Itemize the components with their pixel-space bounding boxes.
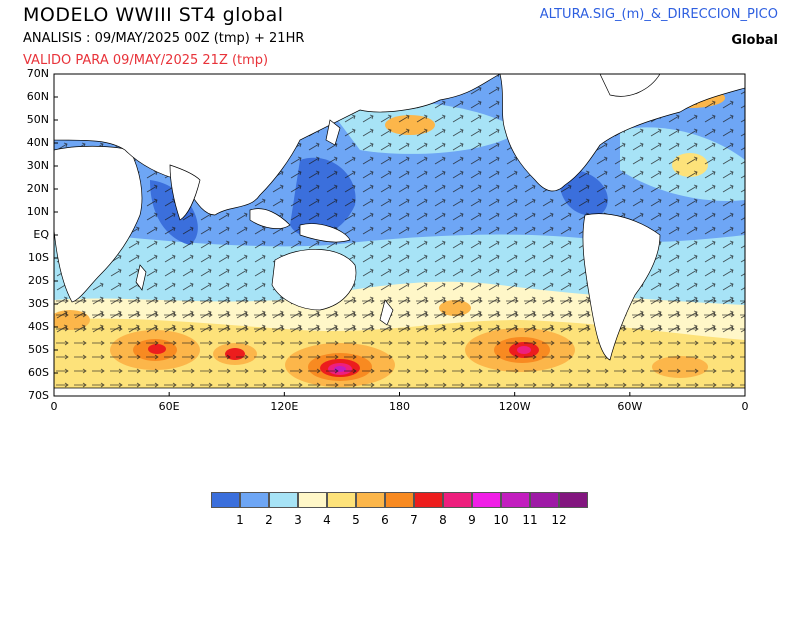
lat-label: 10S <box>28 251 49 264</box>
variable-name: ALTURA.SIG_(m)_&_DIRECCION_PICO <box>539 7 778 22</box>
lat-label: 50S <box>28 343 49 356</box>
lon-label: 120W <box>498 400 531 413</box>
analysis-time: ANALISIS : 09/MAY/2025 00Z (tmp) + 21HR <box>23 31 305 46</box>
colorbar-swatch <box>327 492 356 508</box>
lat-label: 40S <box>28 320 49 333</box>
colorbar-swatch <box>298 492 327 508</box>
colorbar-swatch <box>356 492 385 508</box>
lat-label: 20S <box>28 274 49 287</box>
lon-label: 120E <box>270 400 299 413</box>
lat-label: 60S <box>28 366 49 379</box>
valid-time: VALIDO PARA 09/MAY/2025 21Z (tmp) <box>23 53 269 68</box>
land-masses <box>54 74 745 396</box>
lon-label: 0 <box>50 400 58 413</box>
colorbar-label: 3 <box>294 513 302 527</box>
colorbar-label: 8 <box>439 513 447 527</box>
colorbar-label: 2 <box>265 513 273 527</box>
colorbar-label: 12 <box>551 513 567 527</box>
lat-label: 70S <box>28 389 49 402</box>
colorbar-swatch <box>269 492 298 508</box>
colorbar-label: 9 <box>468 513 476 527</box>
lat-label: 30N <box>26 159 49 172</box>
colorbar-swatch <box>443 492 472 508</box>
lat-label: 70N <box>26 67 49 80</box>
lat-label: 40N <box>26 136 49 149</box>
colorbar-swatch <box>385 492 414 508</box>
lon-label: 60E <box>158 400 180 413</box>
lat-label: EQ <box>33 228 49 241</box>
direction-arrows-south <box>54 300 745 396</box>
colorbar-swatch <box>414 492 443 508</box>
lat-label: 30S <box>28 297 49 310</box>
colorbar-label: 5 <box>352 513 360 527</box>
colorbar-swatch <box>501 492 530 508</box>
colorbar-swatch <box>472 492 501 508</box>
lat-label: 50N <box>26 113 49 126</box>
lon-label: 60W <box>617 400 643 413</box>
region-label: Global <box>731 33 778 48</box>
lon-label: 180 <box>389 400 410 413</box>
lat-label: 20N <box>26 182 49 195</box>
map-field <box>54 74 745 396</box>
lon-label: 0 <box>741 400 749 413</box>
colorbar-label: 10 <box>493 513 509 527</box>
colorbar-swatch <box>211 492 240 508</box>
colorbar-label: 4 <box>323 513 331 527</box>
colorbar-label: 6 <box>381 513 389 527</box>
colorbar-label: 1 <box>236 513 244 527</box>
colorbar-label: 11 <box>522 513 538 527</box>
lat-label: 10N <box>26 205 49 218</box>
colorbar-label: 7 <box>410 513 418 527</box>
lat-label: 60N <box>26 90 49 103</box>
title: MODELO WWIII ST4 global <box>23 4 284 26</box>
colorbar-swatch <box>240 492 269 508</box>
colorbar-swatch <box>559 492 588 508</box>
colorbar-swatch <box>530 492 559 508</box>
